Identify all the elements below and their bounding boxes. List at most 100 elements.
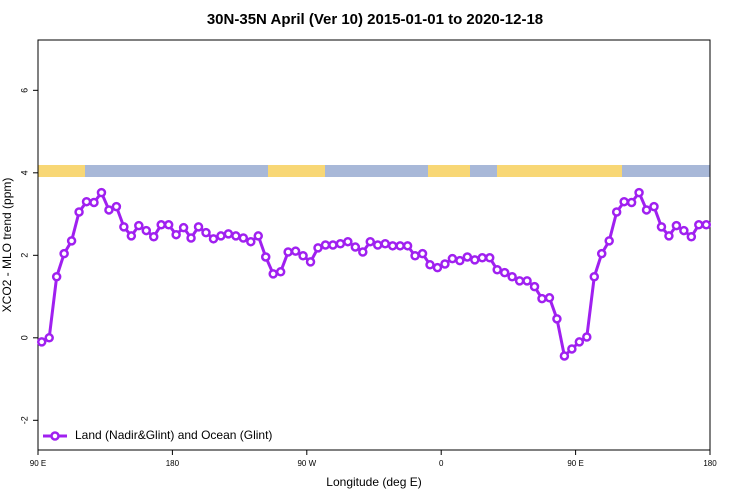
data-point bbox=[619, 196, 629, 207]
legend-label: Land (Nadir&Glint) and Ocean (Glint) bbox=[75, 428, 272, 442]
x-tick-label: 90 E bbox=[30, 459, 46, 468]
data-point bbox=[559, 351, 570, 361]
data-point bbox=[156, 220, 166, 230]
data-point bbox=[134, 220, 144, 231]
data-point bbox=[44, 333, 54, 343]
data-point bbox=[552, 314, 562, 324]
data-point bbox=[641, 205, 652, 215]
data-point bbox=[141, 225, 152, 236]
data-point bbox=[223, 229, 234, 239]
data-point bbox=[402, 241, 413, 251]
land-ocean-strip bbox=[38, 165, 710, 177]
data-point bbox=[74, 207, 84, 217]
data-point bbox=[238, 233, 249, 243]
data-point bbox=[119, 222, 129, 232]
data-point bbox=[544, 293, 555, 303]
data-point bbox=[313, 243, 323, 253]
data-point bbox=[365, 236, 376, 247]
data-point bbox=[596, 248, 607, 259]
data-point bbox=[410, 250, 420, 261]
data-point bbox=[350, 242, 361, 252]
data-point bbox=[260, 252, 271, 262]
data-point bbox=[484, 253, 495, 263]
data-point bbox=[268, 269, 278, 279]
data-point bbox=[507, 272, 517, 282]
data-point bbox=[163, 220, 174, 230]
data-point bbox=[529, 281, 540, 292]
data-point bbox=[231, 231, 241, 241]
data-point bbox=[626, 197, 637, 208]
data-point bbox=[499, 267, 510, 278]
data-point bbox=[193, 222, 204, 232]
data-point bbox=[372, 240, 383, 250]
data-point bbox=[96, 187, 107, 198]
y-tick-label: 0 bbox=[19, 335, 29, 340]
data-point bbox=[111, 201, 122, 212]
data-point bbox=[395, 241, 405, 251]
data-point bbox=[492, 264, 502, 275]
data-point bbox=[567, 344, 577, 354]
data-point bbox=[246, 236, 256, 247]
data-point bbox=[201, 227, 211, 238]
x-tick-label: 90 E bbox=[567, 459, 583, 468]
data-point bbox=[671, 220, 682, 231]
data-point bbox=[320, 240, 331, 250]
data-point bbox=[66, 236, 77, 246]
data-point bbox=[178, 222, 189, 233]
data-point bbox=[455, 255, 465, 266]
data-point bbox=[537, 293, 547, 304]
data-point bbox=[208, 234, 219, 244]
data-point bbox=[522, 276, 532, 286]
data-point bbox=[462, 252, 473, 262]
data-point bbox=[477, 253, 488, 263]
data-point bbox=[470, 255, 480, 265]
data-point bbox=[447, 253, 458, 264]
data-point bbox=[283, 247, 293, 257]
data-point bbox=[171, 229, 181, 240]
data-point bbox=[634, 187, 644, 198]
x-tick-label: 90 W bbox=[297, 459, 316, 468]
data-point bbox=[253, 231, 264, 241]
data-point bbox=[305, 257, 316, 267]
data-point bbox=[275, 267, 286, 277]
data-point bbox=[582, 332, 592, 342]
data-point bbox=[81, 196, 92, 207]
data-point bbox=[686, 232, 697, 242]
data-point bbox=[649, 201, 659, 212]
data-point bbox=[36, 337, 47, 347]
x-axis-label: Longitude (deg E) bbox=[326, 475, 421, 489]
data-point bbox=[604, 236, 614, 246]
data-point bbox=[574, 337, 585, 347]
data-point bbox=[679, 225, 689, 236]
x-tick-label: 180 bbox=[166, 459, 180, 468]
y-axis-label: XCO2 - MLO trend (ppm) bbox=[0, 178, 14, 313]
data-point bbox=[701, 220, 712, 230]
data-point bbox=[417, 248, 428, 259]
legend-marker bbox=[50, 431, 60, 441]
data-point bbox=[694, 220, 704, 230]
data-point bbox=[216, 231, 226, 241]
plot-frame bbox=[37, 39, 711, 451]
data-point bbox=[358, 247, 368, 257]
data-point bbox=[126, 231, 137, 241]
data-point bbox=[380, 239, 390, 249]
y-tick-label: 2 bbox=[19, 253, 29, 258]
data-point bbox=[51, 272, 62, 282]
data-point bbox=[290, 246, 301, 256]
data-point bbox=[104, 205, 114, 215]
data-point bbox=[514, 276, 525, 286]
data-point bbox=[611, 207, 622, 217]
data-point bbox=[343, 236, 353, 247]
data-point bbox=[298, 250, 308, 261]
data-point bbox=[328, 240, 338, 250]
chart-title: 30N-35N April (Ver 10) 2015-01-01 to 202… bbox=[207, 11, 543, 28]
data-point bbox=[656, 222, 667, 232]
data-point bbox=[440, 259, 450, 269]
data-point bbox=[664, 231, 674, 241]
data-point bbox=[335, 239, 346, 249]
data-point bbox=[186, 233, 196, 243]
x-tick-label: 180 bbox=[703, 459, 717, 468]
data-point bbox=[89, 197, 99, 208]
y-tick-label: -2 bbox=[19, 416, 29, 424]
data-point bbox=[432, 262, 443, 273]
